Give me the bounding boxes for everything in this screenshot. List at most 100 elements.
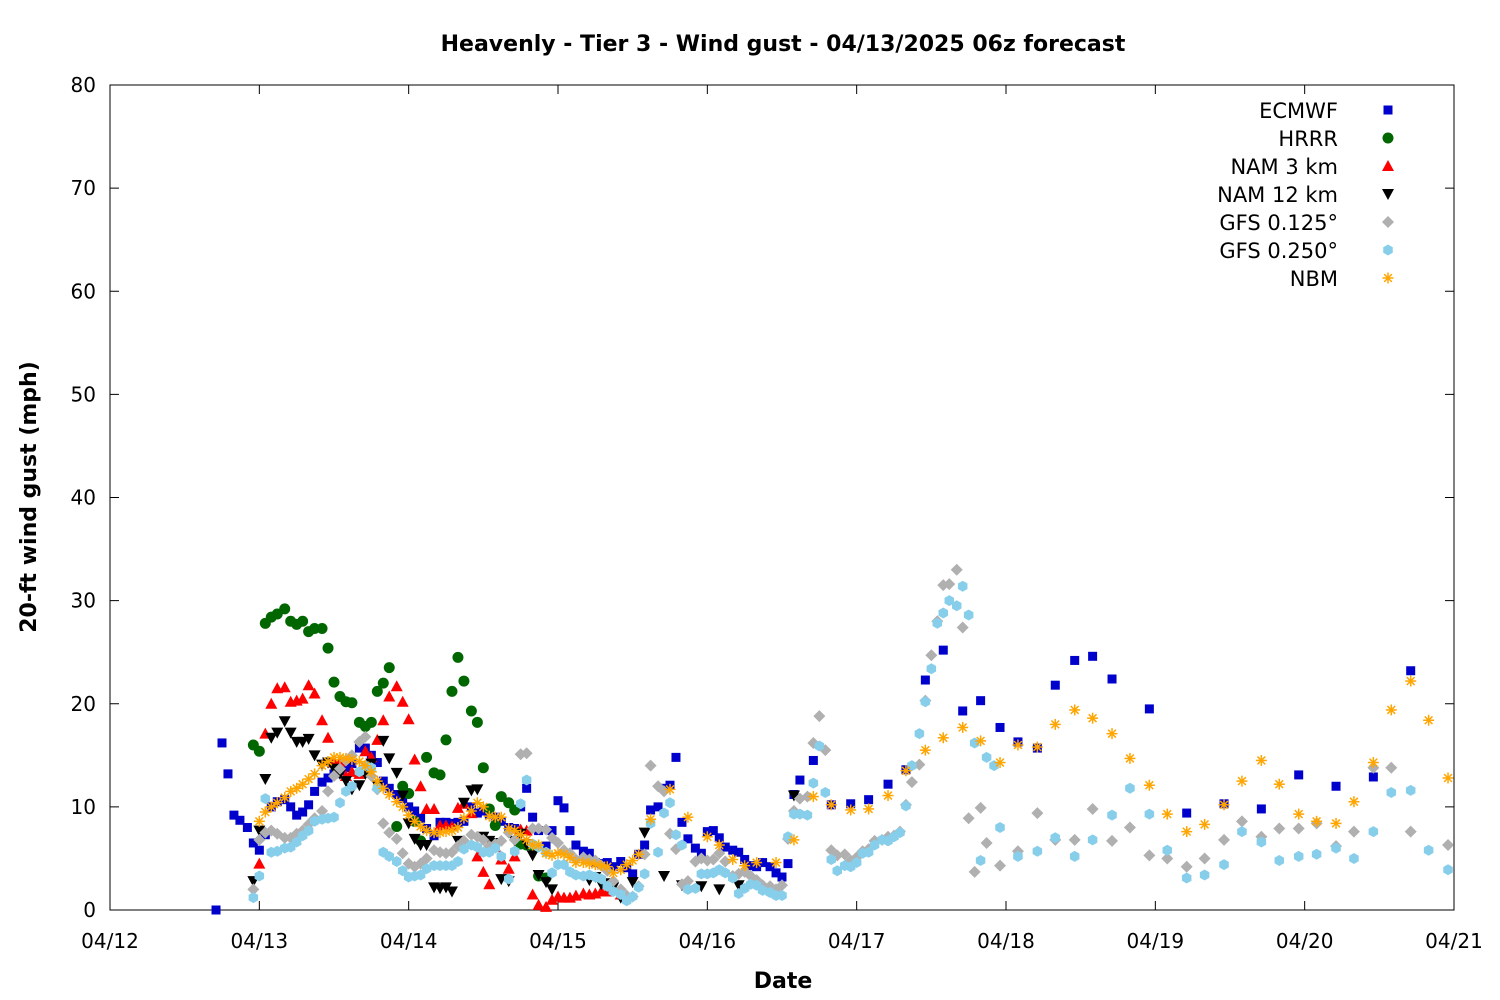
data-point-gfs-0-250 (503, 873, 514, 885)
data-point-ecmwf (608, 862, 618, 872)
data-point-gfs-0-250 (926, 663, 937, 675)
data-point-nbm (1087, 712, 1099, 724)
data-point-nam-12-km (626, 877, 639, 889)
data-point-gfs-0-125 (1218, 833, 1231, 846)
data-point-gfs-0-125 (383, 826, 396, 839)
data-point-nam-3-km (477, 865, 490, 877)
data-point-nbm (1236, 775, 1248, 787)
data-point-gfs-0-125 (994, 859, 1007, 872)
data-point-gfs-0-250 (690, 882, 701, 894)
data-point-gfs-0-125 (445, 846, 458, 859)
data-point-gfs-0-125 (316, 805, 329, 817)
y-tick-label: 10 (71, 795, 96, 819)
y-tick-label: 80 (71, 73, 96, 97)
data-point-nam-12-km (732, 880, 745, 892)
data-point-gfs-0-250 (981, 751, 992, 763)
data-point-nbm (621, 859, 633, 871)
data-point-nam-12-km (526, 850, 539, 862)
data-point-nbm (1161, 808, 1173, 820)
data-point-gfs-0-125 (968, 865, 981, 878)
data-point-nam-12-km (457, 797, 470, 809)
data-point-ecmwf (720, 842, 730, 852)
data-point-nbm (645, 813, 657, 825)
data-point-gfs-0-250 (1405, 784, 1416, 796)
data-point-nam-12-km (540, 877, 553, 889)
data-point-nbm (1367, 757, 1379, 769)
data-point-nam-12-km (420, 840, 433, 852)
data-point-nbm (291, 782, 303, 794)
data-point-nam-12-km (308, 750, 321, 762)
data-point-gfs-0-250 (309, 815, 320, 827)
data-point-nam-3-km (371, 733, 384, 745)
data-point-nam-3-km (526, 888, 539, 900)
data-point-nam-3-km (408, 753, 421, 765)
data-point-nam-12-km (638, 827, 651, 839)
data-point-ecmwf (628, 869, 638, 879)
data-point-nam-3-km (532, 898, 545, 910)
legend-label-gfs-0-125: GFS 0.125° (1219, 211, 1338, 235)
data-point-ecmwf (392, 790, 402, 799)
data-point-ecmwf (553, 796, 563, 806)
data-point-nam-12-km (396, 790, 409, 802)
data-point-ecmwf (298, 807, 308, 817)
data-point-gfs-0-125 (1404, 825, 1417, 838)
series-nbm (253, 675, 1454, 879)
data-point-hrrr (383, 662, 395, 674)
y-tick-label: 50 (71, 382, 96, 406)
data-point-hrrr (253, 745, 265, 757)
data-point-hrrr (465, 705, 477, 717)
data-point-nam-3-km (359, 745, 372, 757)
data-point-nbm (1012, 739, 1024, 751)
data-point-gfs-0-125 (1031, 807, 1044, 820)
data-point-nam-3-km (322, 731, 335, 743)
data-point-ecmwf (765, 862, 775, 872)
data-point-ecmwf (310, 786, 320, 796)
data-point-gfs-0-250 (459, 843, 469, 855)
legend-marker-nam-12-km (1382, 189, 1394, 200)
data-point-ecmwf (883, 779, 893, 789)
data-point-nbm (458, 812, 470, 824)
data-point-gfs-0-125 (495, 834, 508, 847)
x-tick-label: 04/21 (1425, 929, 1483, 953)
data-point-ecmwf (683, 834, 693, 844)
data-point-nbm (807, 791, 819, 803)
data-point-ecmwf (653, 802, 663, 812)
data-point-ecmwf (416, 813, 426, 823)
data-point-hrrr (452, 651, 464, 663)
data-point-nbm (265, 801, 277, 813)
data-point-nbm (1293, 808, 1305, 820)
data-point-gfs-0-250 (932, 617, 943, 629)
data-point-ecmwf (976, 696, 986, 706)
y-tick-label: 60 (71, 279, 96, 303)
data-point-ecmwf (472, 808, 482, 818)
data-point-nbm (309, 768, 321, 780)
data-point-gfs-0-250 (802, 809, 813, 821)
data-point-nbm (409, 815, 421, 827)
data-point-nam-3-km (390, 680, 403, 692)
data-point-ecmwf (1088, 651, 1098, 661)
data-point-nam-12-km (259, 774, 272, 786)
data-point-hrrr (421, 751, 433, 763)
data-point-gfs-0-250 (421, 863, 432, 875)
data-point-nam-3-km (451, 801, 464, 813)
series-layer (211, 563, 1455, 915)
data-point-nbm (1423, 714, 1435, 726)
data-point-gfs-0-250 (571, 869, 581, 881)
data-point-nam-3-km (383, 690, 396, 702)
data-point-nbm (1199, 818, 1211, 830)
data-point-gfs-0-250 (1311, 848, 1322, 860)
data-point-gfs-0-250 (1386, 786, 1397, 798)
data-point-nam-12-km (471, 784, 484, 796)
data-point-gfs-0-125 (1198, 852, 1211, 865)
data-point-nbm (1181, 826, 1193, 838)
data-point-nam-3-km (502, 862, 515, 874)
data-point-nam-12-km (440, 882, 452, 894)
data-point-nam-12-km (353, 780, 366, 792)
data-point-gfs-0-250 (1256, 836, 1267, 848)
data-point-gfs-0-250 (914, 728, 925, 740)
data-point-nam-12-km (787, 790, 800, 802)
legend-marker-nam-3-km (1382, 160, 1394, 171)
data-point-nbm (937, 732, 949, 744)
data-point-nam-3-km (265, 697, 278, 709)
data-point-gfs-0-125 (359, 730, 372, 743)
